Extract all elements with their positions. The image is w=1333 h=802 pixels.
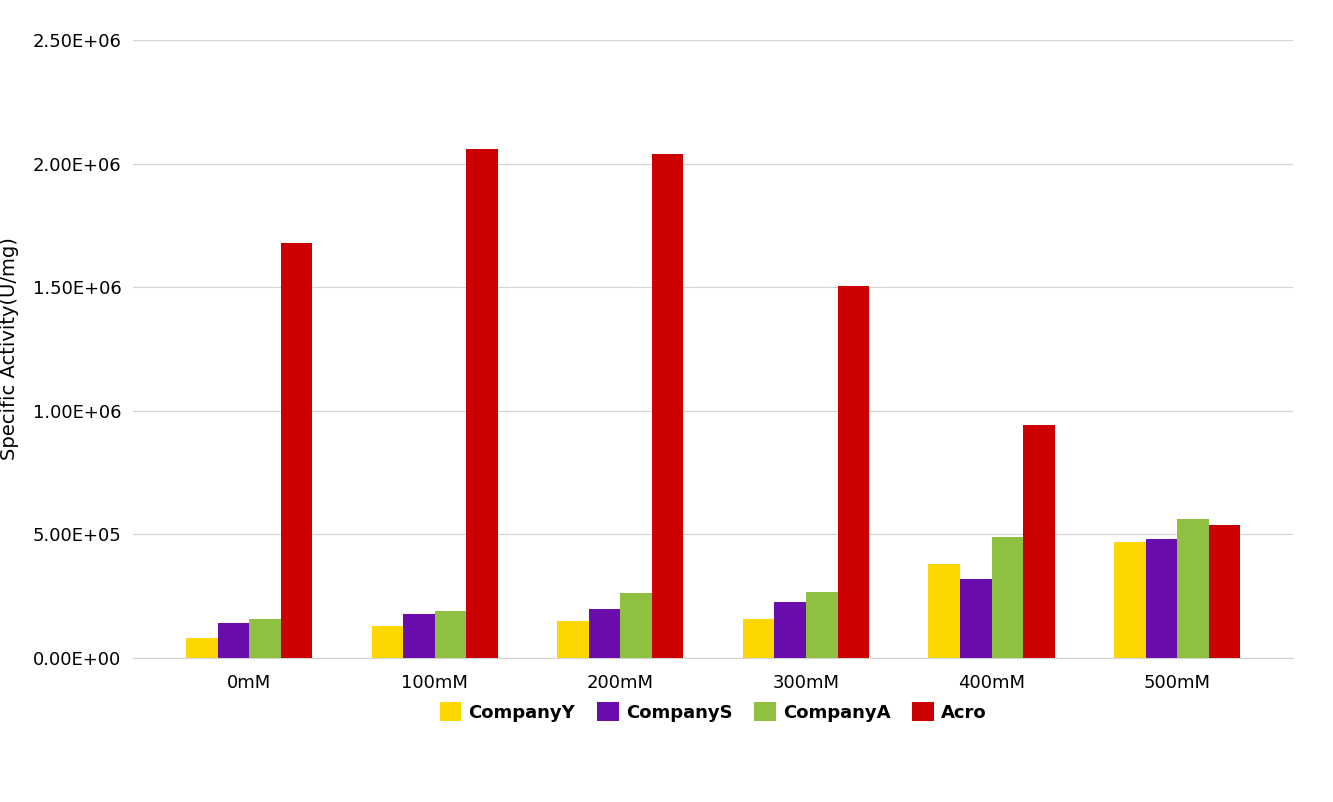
Bar [1114,541,1145,658]
Bar [620,593,652,658]
Bar [249,619,281,658]
Bar [742,619,774,658]
Y-axis label: Specific Activity(U/mg): Specific Activity(U/mg) [0,237,19,460]
Bar [403,614,435,658]
Bar [1145,539,1177,658]
Bar [1024,425,1054,658]
Bar [281,243,312,658]
Bar [217,623,249,658]
Bar [1177,520,1209,658]
Bar [372,626,403,658]
Bar [652,154,684,658]
Bar [774,602,806,658]
Bar [992,537,1024,658]
Bar [557,621,589,658]
Bar [837,286,869,658]
Bar [960,578,992,658]
Bar [589,610,620,658]
Legend: CompanyY, CompanyS, CompanyA, Acro: CompanyY, CompanyS, CompanyA, Acro [432,695,994,729]
Bar [187,638,217,658]
Bar [929,564,960,658]
Bar [467,149,497,658]
Bar [1209,525,1240,658]
Bar [435,610,467,658]
Bar [806,592,837,658]
